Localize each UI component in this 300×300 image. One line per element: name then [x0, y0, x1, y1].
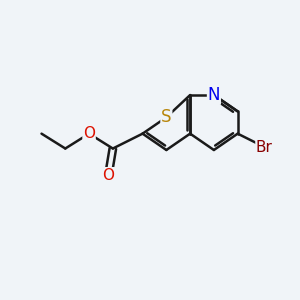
Text: O: O [83, 126, 95, 141]
Text: N: N [208, 86, 220, 104]
Text: Br: Br [256, 140, 273, 154]
Text: S: S [161, 108, 172, 126]
Text: O: O [102, 168, 114, 183]
